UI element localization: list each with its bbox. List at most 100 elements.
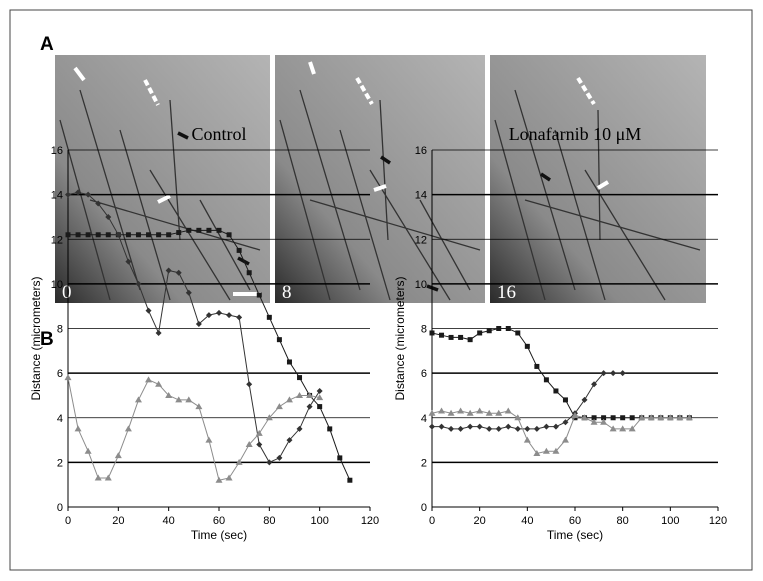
marker <box>486 425 493 432</box>
marker <box>165 267 172 274</box>
marker <box>75 232 81 238</box>
marker <box>255 429 263 436</box>
marker <box>552 447 560 454</box>
y-tick-label: 0 <box>57 502 63 514</box>
marker <box>125 258 132 265</box>
y-tick-label: 16 <box>415 145 427 157</box>
time-label: 0 <box>62 282 72 303</box>
marker <box>105 213 112 220</box>
marker <box>195 403 203 410</box>
marker <box>105 232 111 238</box>
marker <box>619 425 627 432</box>
marker <box>495 425 502 432</box>
marker <box>600 418 608 425</box>
marker <box>610 370 617 377</box>
marker <box>438 423 445 430</box>
marker <box>523 436 531 443</box>
marker <box>619 370 626 377</box>
marker <box>590 418 598 425</box>
chart-title: Control <box>191 124 246 144</box>
marker <box>628 425 636 432</box>
y-tick-label: 8 <box>57 324 63 336</box>
y-tick-label: 12 <box>51 234 63 246</box>
marker <box>236 314 243 321</box>
marker <box>246 270 252 276</box>
marker <box>429 423 435 430</box>
y-tick-label: 2 <box>421 457 427 469</box>
micrograph: 8 <box>275 55 485 303</box>
marker <box>561 436 569 443</box>
marker <box>205 312 212 319</box>
x-tick-label: 40 <box>521 515 533 527</box>
x-axis-label: Time (sec) <box>191 528 247 542</box>
marker <box>317 404 323 410</box>
marker <box>562 419 569 426</box>
marker <box>95 200 102 207</box>
x-tick-label: 60 <box>569 515 581 527</box>
marker <box>467 423 474 430</box>
marker <box>571 412 579 419</box>
x-tick-label: 20 <box>474 515 486 527</box>
marker <box>447 409 455 416</box>
x-tick-label: 80 <box>263 515 275 527</box>
marker <box>439 332 445 338</box>
series-line <box>67 377 320 481</box>
marker <box>485 409 493 416</box>
x-tick-label: 20 <box>112 515 124 527</box>
marker <box>135 232 141 238</box>
time-label: 8 <box>282 282 292 303</box>
marker <box>175 269 182 276</box>
marker <box>156 232 162 238</box>
micrograph: 0 <box>55 55 270 303</box>
marker <box>428 409 436 416</box>
x-tick-label: 80 <box>617 515 629 527</box>
chart-title: Lonafarnib 10 μM <box>509 124 642 144</box>
marker <box>236 247 242 253</box>
x-tick-label: 60 <box>213 515 225 527</box>
y-axis-label: Distance (micrometers) <box>393 276 407 400</box>
marker <box>657 414 665 421</box>
marker <box>285 396 293 403</box>
marker <box>195 321 202 328</box>
marker <box>347 477 353 483</box>
marker <box>64 374 72 381</box>
marker <box>496 326 502 331</box>
marker <box>145 307 152 314</box>
y-tick-label: 14 <box>51 190 63 202</box>
marker <box>458 334 464 340</box>
marker <box>543 377 549 383</box>
marker <box>676 414 684 421</box>
marker <box>600 370 607 377</box>
marker <box>196 227 202 233</box>
marker <box>145 376 153 383</box>
marker <box>316 387 323 394</box>
marker <box>515 330 521 336</box>
marker <box>75 189 82 196</box>
x-axis-label: Time (sec) <box>547 528 603 542</box>
marker <box>265 414 273 421</box>
marker <box>337 455 343 461</box>
marker <box>476 407 484 414</box>
marker <box>562 397 568 403</box>
marker <box>165 391 173 398</box>
marker <box>276 454 283 461</box>
marker <box>514 414 522 421</box>
marker <box>609 425 617 432</box>
x-tick-label: 0 <box>65 515 71 527</box>
marker <box>125 232 131 238</box>
marker <box>246 381 253 388</box>
marker <box>581 414 589 421</box>
marker <box>85 232 91 238</box>
marker <box>629 415 635 421</box>
marker <box>286 359 292 365</box>
y-tick-label: 10 <box>51 279 63 291</box>
x-tick-label: 100 <box>661 515 679 527</box>
marker <box>226 232 232 238</box>
marker <box>95 232 101 238</box>
marker <box>216 227 222 233</box>
marker <box>505 326 511 331</box>
marker <box>297 375 303 381</box>
panel-label: B <box>40 329 54 350</box>
marker <box>327 426 333 432</box>
